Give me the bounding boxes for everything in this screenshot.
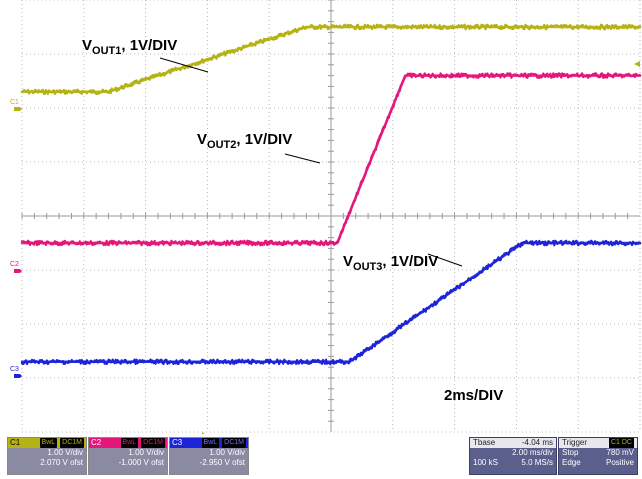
timebase-rate: 5.0 MS/s — [521, 458, 553, 467]
timebase-row-sampling: 100 kS 5.0 MS/s — [470, 458, 556, 468]
c2-marker-arrow — [14, 269, 22, 273]
c3-marker-arrow — [14, 374, 22, 378]
graticule — [21, 0, 641, 433]
channel-c2-header: C2 BwL DC1M — [89, 438, 167, 448]
trace-vout2 — [20, 72, 642, 247]
trigger-slope: Positive — [605, 458, 634, 467]
trigger-mode: Stop — [562, 448, 579, 457]
timebase-annotation: 2ms/DIV — [444, 387, 503, 404]
trace-vout3-core — [20, 241, 642, 364]
vout2-annotation: VOUT2, 1V/DIV — [197, 131, 292, 151]
trace-vout1-core — [20, 25, 642, 94]
trace-vout3 — [20, 239, 642, 366]
channel-c3-header: C3 BwL DC1M — [170, 438, 248, 448]
c3-marker: C3 — [10, 366, 19, 373]
trigger-type: Edge — [562, 458, 581, 467]
trigger-source: C1 DC — [608, 438, 634, 448]
channel-c1-coupling-tag: DC1M — [60, 438, 84, 448]
channel-c2-scale: 1.00 V/div — [128, 448, 164, 457]
channel-c2-bw-tag: BwL — [120, 438, 139, 448]
vout3-annotation: VOUT3, 1V/DIV — [343, 253, 438, 273]
channel-c2-id: C2 — [91, 438, 102, 447]
c2-marker: C2 — [10, 261, 19, 268]
waveform-traces — [20, 23, 642, 366]
trigger-level: 780 mV — [606, 448, 634, 457]
channel-c1-scale: 1.00 V/div — [47, 448, 83, 457]
channel-c3-coupling-tag: DC1M — [222, 438, 246, 448]
trigger-level-marker — [634, 61, 640, 67]
trigger-header: Trigger C1 DC — [559, 438, 637, 448]
timebase-label: Tbase — [473, 438, 496, 447]
status-bar: C1 BwL DC1M 1.00 V/div 2.070 V ofst C2 B… — [0, 434, 642, 479]
timebase-per-div: 2.00 ms/div — [512, 448, 553, 457]
channel-c2-coupling-tag: DC1M — [141, 438, 165, 448]
timebase-header: Tbase -4.04 ms — [470, 438, 556, 448]
channel-c3-scale: 1.00 V/div — [209, 448, 245, 457]
vout3-leader — [427, 253, 463, 267]
channel-box-c3[interactable]: C3 BwL DC1M 1.00 V/div -2.950 V ofst — [169, 437, 249, 475]
timebase-samples: 100 kS — [473, 458, 498, 467]
timebase-delay: -4.04 ms — [521, 438, 553, 447]
channel-c3-id: C3 — [172, 438, 183, 447]
channel-c3-offset: -2.950 V ofst — [199, 458, 245, 467]
timebase-row-per-div: 2.00 ms/div — [470, 448, 556, 458]
trigger-box[interactable]: Trigger C1 DC Stop 780 mV Edge Positive — [558, 437, 638, 475]
channel-c1-offset: 2.070 V ofst — [40, 458, 83, 467]
trigger-row-mode: Stop 780 mV — [559, 448, 637, 458]
channel-box-c2[interactable]: C2 BwL DC1M 1.00 V/div -1.000 V ofst — [88, 437, 168, 475]
trace-vout1 — [20, 23, 642, 96]
channel-c1-header: C1 BwL DC1M — [8, 438, 86, 448]
channel-c3-bw-tag: BwL — [201, 438, 220, 448]
vout1-leader — [159, 57, 209, 73]
channel-c1-bw-tag: BwL — [39, 438, 58, 448]
channel-box-c1[interactable]: C1 BwL DC1M 1.00 V/div 2.070 V ofst — [7, 437, 87, 475]
c1-marker-arrow — [14, 107, 22, 111]
channel-c1-id: C1 — [10, 438, 21, 447]
vout1-annotation: VOUT1, 1V/DIV — [82, 37, 177, 57]
channel-c2-offset: -1.000 V ofst — [118, 458, 164, 467]
timebase-box[interactable]: Tbase -4.04 ms 2.00 ms/div 100 kS 5.0 MS… — [469, 437, 557, 475]
c1-marker: C1 — [10, 99, 19, 106]
trigger-label: Trigger — [562, 438, 588, 447]
vout2-leader — [284, 153, 321, 164]
trigger-row-type: Edge Positive — [559, 458, 637, 468]
trace-vout2-core — [20, 74, 642, 245]
